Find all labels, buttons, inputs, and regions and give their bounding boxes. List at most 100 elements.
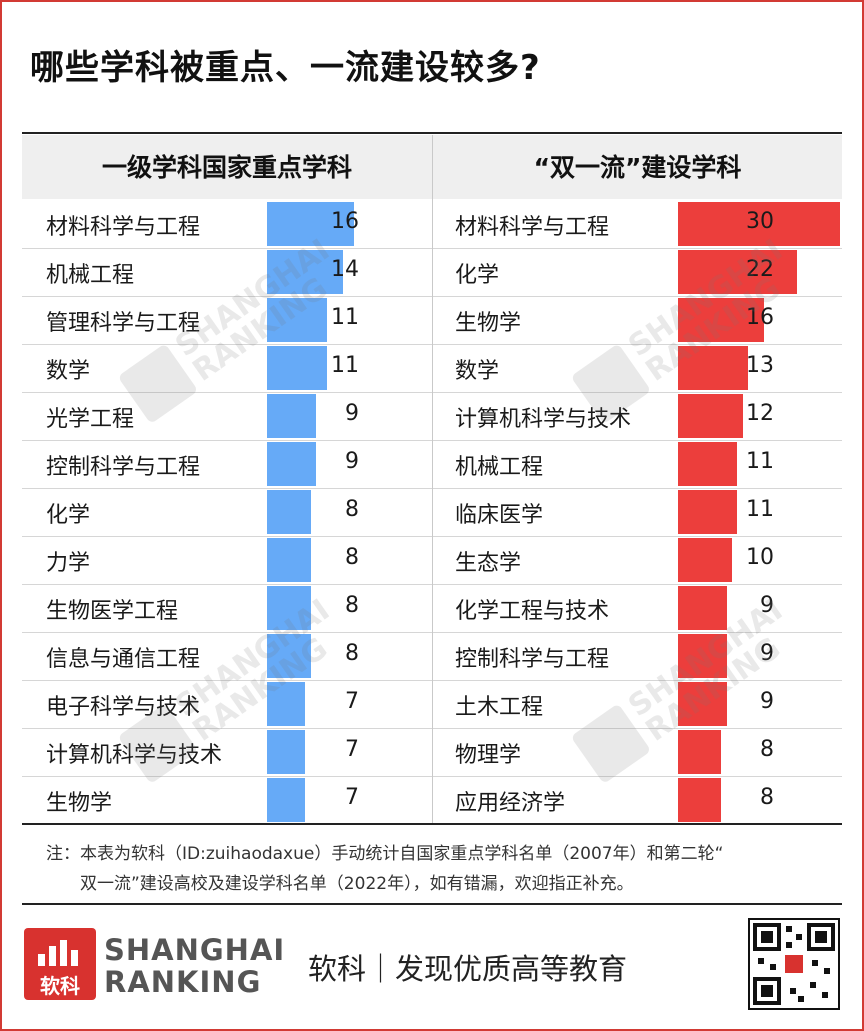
- left-value-label: 7: [345, 689, 359, 714]
- row-divider: [433, 344, 842, 345]
- left-bar: [267, 394, 316, 438]
- right-category-label: 控制科学与工程: [455, 647, 610, 672]
- row-divider: [22, 728, 432, 729]
- qr-code-icon: [748, 918, 840, 1010]
- row-divider: [22, 536, 432, 537]
- left-bar: [267, 202, 354, 246]
- right-bar: [678, 682, 727, 726]
- row-divider: [22, 440, 432, 441]
- brand-name: SHANGHAI RANKING: [104, 933, 286, 999]
- right-category-label: 物理学: [455, 743, 522, 768]
- row-divider: [22, 344, 432, 345]
- row-divider: [22, 584, 432, 585]
- left-category-label: 信息与通信工程: [46, 647, 201, 672]
- left-category-label: 光学工程: [46, 407, 135, 432]
- right-bar: [678, 586, 727, 630]
- right-category-label: 机械工程: [455, 455, 544, 480]
- right-value-label: 22: [746, 257, 774, 282]
- right-bar: [678, 778, 721, 822]
- right-category-label: 临床医学: [455, 503, 544, 528]
- row-divider: [433, 776, 842, 777]
- right-value-label: 9: [760, 689, 774, 714]
- right-value-label: 16: [746, 305, 774, 330]
- right-value-label: 13: [746, 353, 774, 378]
- right-category-label: 土木工程: [455, 695, 544, 720]
- right-bar: [678, 394, 743, 438]
- row-divider: [433, 584, 842, 585]
- right-value-label: 11: [746, 497, 774, 522]
- left-bar: [267, 778, 305, 822]
- left-value-label: 8: [345, 593, 359, 618]
- right-value-label: 9: [760, 593, 774, 618]
- row-divider: [22, 296, 432, 297]
- right-category-label: 应用经济学: [455, 791, 566, 816]
- slogan: 软科｜发现优质高等教育: [308, 952, 628, 986]
- brand-logo: 软科: [24, 928, 96, 1000]
- left-bar: [267, 634, 311, 678]
- row-divider: [433, 488, 842, 489]
- left-category-label: 材料科学与工程: [46, 215, 201, 240]
- right-bar: [678, 298, 764, 342]
- left-bar: [267, 682, 305, 726]
- right-value-label: 10: [746, 545, 774, 570]
- right-value-label: 8: [760, 737, 774, 762]
- right-category-label: 生物学: [455, 311, 522, 336]
- brand-logo-bars-icon: [36, 940, 84, 966]
- row-divider: [22, 680, 432, 681]
- left-category-label: 生物医学工程: [46, 599, 179, 624]
- right-bar: [678, 250, 797, 294]
- row-divider: [22, 488, 432, 489]
- row-divider: [433, 632, 842, 633]
- left-value-label: 11: [331, 305, 359, 330]
- left-category-label: 机械工程: [46, 263, 135, 288]
- right-column-header: “双一流”建设学科: [533, 153, 742, 182]
- left-value-label: 14: [331, 257, 359, 282]
- left-value-label: 8: [345, 497, 359, 522]
- left-category-label: 计算机科学与技术: [46, 743, 223, 768]
- right-value-label: 11: [746, 449, 774, 474]
- row-divider: [22, 248, 432, 249]
- left-bar: [267, 346, 327, 390]
- page-title: 哪些学科被重点、一流建设较多?: [30, 48, 541, 88]
- left-value-label: 9: [345, 449, 359, 474]
- table-top-rule: [22, 132, 842, 134]
- table-bottom-rule: [22, 823, 842, 825]
- left-value-label: 8: [345, 545, 359, 570]
- right-bar: [678, 730, 721, 774]
- right-value-label: 9: [760, 641, 774, 666]
- left-bar: [267, 586, 311, 630]
- left-bar: [267, 538, 311, 582]
- left-category-label: 力学: [46, 551, 91, 576]
- row-divider: [433, 440, 842, 441]
- footnote-line-1: 注：本表为软科（ID:zuihaodaxue）手动统计自国家重点学科名单（200…: [46, 844, 724, 864]
- left-category-label: 生物学: [46, 791, 113, 816]
- right-category-label: 化学: [455, 263, 500, 288]
- right-bar: [678, 538, 732, 582]
- right-category-label: 数学: [455, 359, 500, 384]
- right-bar: [678, 634, 727, 678]
- row-divider: [22, 392, 432, 393]
- right-category-label: 计算机科学与技术: [455, 407, 632, 432]
- row-divider: [433, 728, 842, 729]
- left-value-label: 11: [331, 353, 359, 378]
- left-bar: [267, 442, 316, 486]
- column-divider: [432, 135, 433, 823]
- right-value-label: 8: [760, 785, 774, 810]
- footer-rule: [22, 903, 842, 905]
- left-category-label: 数学: [46, 359, 91, 384]
- right-value-label: 12: [746, 401, 774, 426]
- left-category-label: 化学: [46, 503, 91, 528]
- left-value-label: 7: [345, 737, 359, 762]
- left-column-header: 一级学科国家重点学科: [101, 153, 352, 182]
- right-bar: [678, 442, 737, 486]
- row-divider: [433, 296, 842, 297]
- right-bar: [678, 346, 748, 390]
- right-category-label: 材料科学与工程: [455, 215, 610, 240]
- row-divider: [433, 680, 842, 681]
- left-bar: [267, 298, 327, 342]
- left-value-label: 8: [345, 641, 359, 666]
- left-value-label: 9: [345, 401, 359, 426]
- left-category-label: 控制科学与工程: [46, 455, 201, 480]
- row-divider: [22, 632, 432, 633]
- right-bar: [678, 490, 737, 534]
